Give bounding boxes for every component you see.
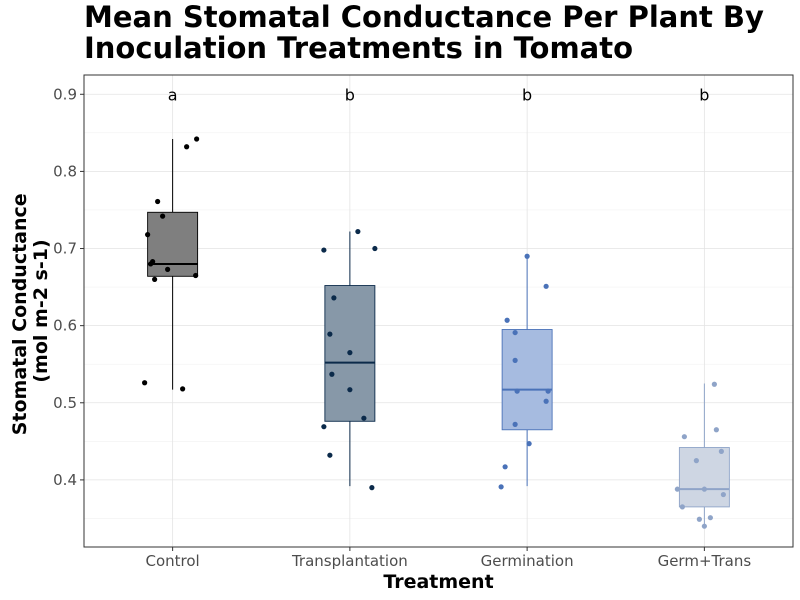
y-axis-title-line-2: (mol m-2 s-1) xyxy=(30,239,52,382)
y-tick-label: 0.6 xyxy=(53,317,77,335)
data-point xyxy=(331,295,337,301)
data-point xyxy=(526,441,532,447)
data-point xyxy=(361,415,367,421)
data-point xyxy=(504,317,510,323)
data-point xyxy=(145,232,151,238)
data-point xyxy=(512,329,518,336)
x-tick-label: Transplantation xyxy=(291,552,408,570)
x-tick-label: Germination xyxy=(481,552,574,570)
x-axis-title: Treatment xyxy=(383,571,493,593)
data-point xyxy=(347,350,353,356)
chart-title: Mean Stomatal Conductance Per Plant By I… xyxy=(84,2,794,64)
data-point xyxy=(160,213,166,219)
significance-letter: b xyxy=(345,85,355,104)
data-point xyxy=(347,387,353,393)
data-point xyxy=(701,523,707,529)
data-point xyxy=(184,144,190,150)
data-point xyxy=(512,421,518,427)
data-point xyxy=(696,516,702,522)
plot-panel-border xyxy=(83,74,794,548)
data-point xyxy=(193,272,199,279)
data-point xyxy=(355,228,361,235)
data-point xyxy=(369,485,375,491)
data-point xyxy=(701,486,707,492)
significance-letter: a xyxy=(168,85,178,104)
data-point xyxy=(155,198,161,205)
data-point xyxy=(194,136,200,142)
data-point xyxy=(180,386,186,392)
data-point xyxy=(372,245,378,252)
data-point xyxy=(543,398,549,404)
box-0 xyxy=(147,211,199,277)
y-tick-label: 0.4 xyxy=(53,471,77,489)
data-point xyxy=(524,253,530,259)
data-point xyxy=(152,276,158,282)
data-point xyxy=(148,261,154,267)
data-point xyxy=(321,247,327,253)
boxplots xyxy=(147,139,730,527)
y-tick-label: 0.7 xyxy=(53,240,77,258)
chart-title-line-1: Mean Stomatal Conductance Per Plant By xyxy=(84,0,764,34)
data-point xyxy=(512,357,518,363)
data-point xyxy=(681,434,687,440)
data-point xyxy=(713,427,719,433)
box-3 xyxy=(678,447,730,508)
significance-letter: b xyxy=(522,85,532,104)
data-point xyxy=(543,283,549,289)
x-tick-label: Control xyxy=(146,552,200,570)
data-points xyxy=(142,136,726,529)
y-axis-title-line-1: Stomatal Conductance xyxy=(9,193,31,435)
significance-letter: b xyxy=(699,85,709,104)
y-tick-label: 0.5 xyxy=(53,394,77,412)
chart-title-line-2: Inoculation Treatments in Tomato xyxy=(84,31,634,65)
data-point xyxy=(329,371,335,377)
data-point xyxy=(327,452,333,458)
data-point xyxy=(711,381,717,387)
data-point xyxy=(514,388,520,394)
y-tick-label: 0.8 xyxy=(53,162,77,180)
y-axis-title: Stomatal Conductance (mol m-2 s-1) xyxy=(9,187,52,436)
data-point xyxy=(674,486,680,492)
data-point xyxy=(165,266,171,272)
data-point xyxy=(693,458,699,464)
data-point xyxy=(720,491,726,498)
axis-ticks: 0.4 0.5 0.6 0.7 0.8 0.9 Control Transplantation… xyxy=(53,85,751,570)
box-2 xyxy=(501,329,553,431)
data-point xyxy=(545,388,551,394)
x-tick-label: Germ+Trans xyxy=(658,552,752,570)
data-point xyxy=(707,515,713,521)
data-point xyxy=(498,484,504,490)
data-point xyxy=(502,464,508,470)
data-point xyxy=(142,380,148,386)
data-point xyxy=(679,504,685,510)
data-point xyxy=(718,448,724,454)
y-tick-label: 0.9 xyxy=(53,85,77,103)
data-point xyxy=(321,424,327,430)
data-point xyxy=(327,331,333,337)
